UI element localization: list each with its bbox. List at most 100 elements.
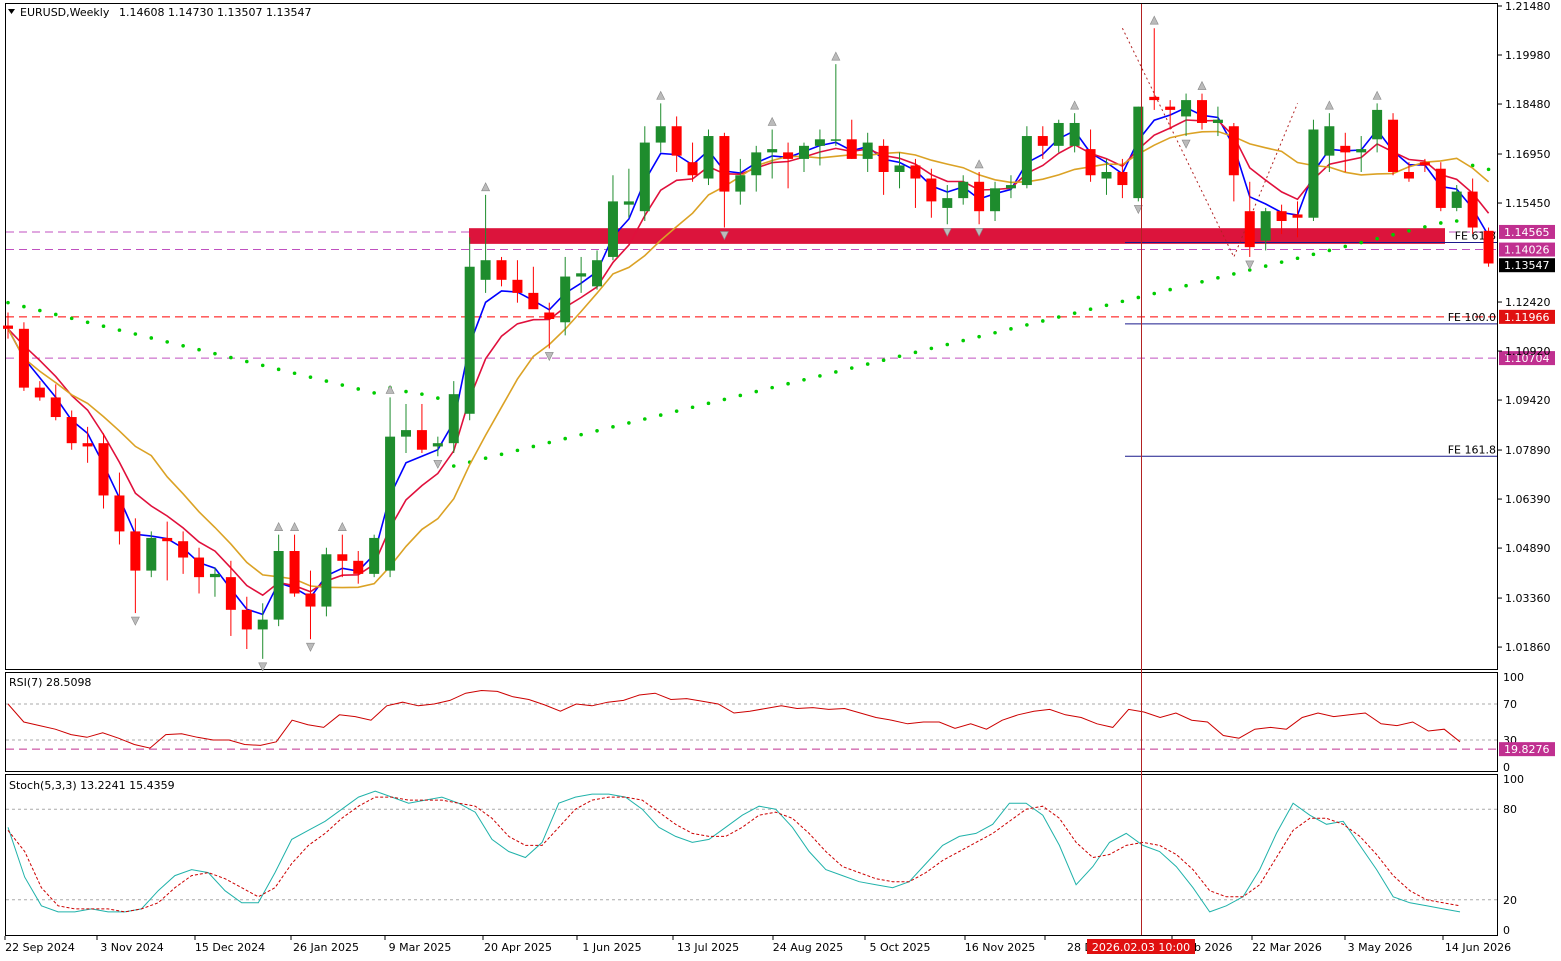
candle-body[interactable] xyxy=(209,573,220,578)
candle-body[interactable] xyxy=(687,162,698,176)
candle-body[interactable] xyxy=(1053,122,1064,146)
candle-body[interactable] xyxy=(799,145,809,159)
candle-body[interactable] xyxy=(1181,100,1192,117)
candle-body[interactable] xyxy=(560,276,571,323)
candle-body[interactable] xyxy=(337,554,348,561)
candle-body[interactable] xyxy=(751,152,762,176)
candle-body[interactable] xyxy=(18,328,29,388)
rsi-pane[interactable] xyxy=(5,672,1498,772)
candle-body[interactable] xyxy=(1117,171,1128,186)
candle-body[interactable] xyxy=(241,609,252,630)
candle-body[interactable] xyxy=(974,181,985,212)
candle-body[interactable] xyxy=(146,537,157,571)
candle-body[interactable] xyxy=(544,312,555,320)
price-pane[interactable] xyxy=(5,3,1498,670)
candle-body[interactable] xyxy=(862,142,873,159)
candle-body[interactable] xyxy=(178,541,189,558)
candle-body[interactable] xyxy=(496,260,507,280)
candle-body[interactable] xyxy=(1005,185,1016,189)
candle-body[interactable] xyxy=(273,551,284,620)
candle-body[interactable] xyxy=(719,136,730,192)
candle-body[interactable] xyxy=(878,145,889,172)
candle-body[interactable] xyxy=(1435,168,1446,208)
candle-body[interactable] xyxy=(1356,149,1367,153)
candle-body[interactable] xyxy=(1324,126,1335,156)
candle-body[interactable] xyxy=(1021,136,1032,186)
candle-body[interactable] xyxy=(607,201,618,257)
candle-body[interactable] xyxy=(1451,191,1462,208)
candle-body[interactable] xyxy=(830,139,841,141)
candle-body[interactable] xyxy=(369,537,380,574)
candle-body[interactable] xyxy=(1403,171,1414,179)
candle-body[interactable] xyxy=(1292,214,1303,218)
candle-body[interactable] xyxy=(1467,191,1478,228)
supply-demand-zone[interactable] xyxy=(469,228,1445,244)
candle-body[interactable] xyxy=(703,136,714,179)
candle-body[interactable] xyxy=(1085,149,1096,176)
candle-body[interactable] xyxy=(671,126,682,156)
candle-body[interactable] xyxy=(385,436,396,571)
candle-body[interactable] xyxy=(1197,100,1207,123)
candle-body[interactable] xyxy=(592,260,603,287)
candle-body[interactable] xyxy=(480,260,491,280)
candle-body[interactable] xyxy=(942,198,953,208)
candle-body[interactable] xyxy=(1388,119,1399,172)
candle-body[interactable] xyxy=(448,394,459,444)
candle-body[interactable] xyxy=(623,201,634,205)
candle-body[interactable] xyxy=(639,142,650,212)
candle-body[interactable] xyxy=(926,178,937,202)
candle-body[interactable] xyxy=(66,417,77,444)
candle-body[interactable] xyxy=(1308,129,1319,218)
candle-body[interactable] xyxy=(512,279,523,293)
candle-body[interactable] xyxy=(305,593,316,607)
horizontal-levels[interactable]: 1.14565 1.14026 1.11966 1.10704 1.13547 xyxy=(6,224,1555,366)
candle-body[interactable] xyxy=(130,531,141,571)
candle-body[interactable] xyxy=(576,273,587,277)
candle-body[interactable] xyxy=(846,139,857,159)
candle-body[interactable] xyxy=(990,188,1001,212)
candle-body[interactable] xyxy=(401,430,411,437)
candle-body[interactable] xyxy=(1372,109,1383,140)
candle-body[interactable] xyxy=(1276,211,1287,221)
candle-body[interactable] xyxy=(82,443,93,447)
candle-body[interactable] xyxy=(1133,106,1144,199)
candle-body[interactable] xyxy=(528,292,539,310)
candle-body[interactable] xyxy=(735,175,746,192)
candle-body[interactable] xyxy=(464,266,475,414)
candle-body[interactable] xyxy=(98,443,109,496)
candle-body[interactable] xyxy=(416,430,427,450)
candle-body[interactable] xyxy=(289,551,300,594)
candle-body[interactable] xyxy=(1419,162,1430,166)
candle-body[interactable] xyxy=(114,495,125,532)
triangle-down-icon[interactable] xyxy=(8,9,15,14)
candle-body[interactable] xyxy=(1340,145,1351,153)
candle-body[interactable] xyxy=(1212,119,1223,123)
candle-body[interactable] xyxy=(1037,136,1048,146)
candle-body[interactable] xyxy=(432,443,443,447)
candle-body[interactable] xyxy=(1260,211,1271,241)
candle-body[interactable] xyxy=(1149,96,1160,101)
candles[interactable] xyxy=(3,28,1494,659)
candle-body[interactable] xyxy=(1069,122,1080,146)
candle-body[interactable] xyxy=(194,557,205,578)
candle-body[interactable] xyxy=(1165,106,1176,110)
candle-body[interactable] xyxy=(814,139,825,146)
candle-body[interactable] xyxy=(50,397,61,418)
candle-body[interactable] xyxy=(257,619,268,630)
candle-body[interactable] xyxy=(3,325,13,329)
candle-body[interactable] xyxy=(1244,211,1255,248)
candle-body[interactable] xyxy=(958,181,969,199)
candle-body[interactable] xyxy=(1101,171,1112,179)
candle-body[interactable] xyxy=(34,387,45,398)
stoch-pane[interactable] xyxy=(5,774,1498,936)
candle-body[interactable] xyxy=(162,537,173,542)
candle-body[interactable] xyxy=(783,152,794,159)
candle-body[interactable] xyxy=(1228,126,1239,176)
candle-body[interactable] xyxy=(225,577,236,610)
candle-body[interactable] xyxy=(767,149,778,153)
candle-body[interactable] xyxy=(910,165,921,179)
candle-body[interactable] xyxy=(353,560,364,574)
candle-body[interactable] xyxy=(321,554,332,607)
candle-body[interactable] xyxy=(1483,230,1494,264)
